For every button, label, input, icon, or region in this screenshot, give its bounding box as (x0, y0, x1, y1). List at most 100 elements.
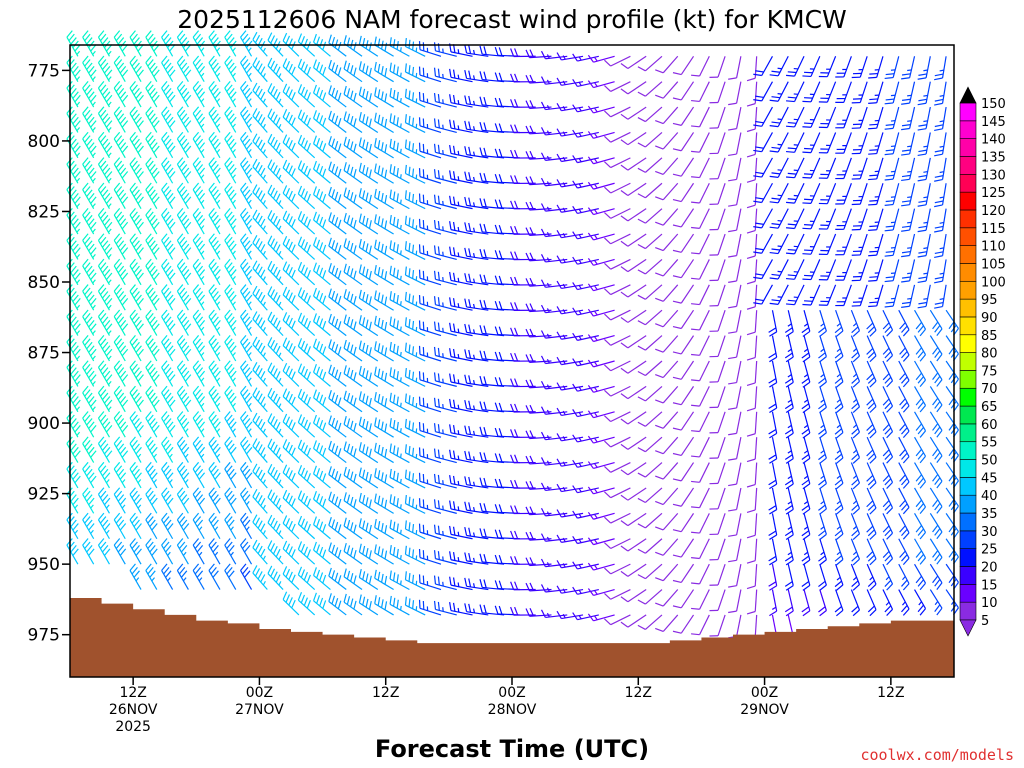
wind-barb (267, 514, 284, 540)
wind-barb (297, 515, 316, 540)
wind-barb (145, 360, 160, 387)
colorbar-swatch (959, 405, 977, 425)
wind-barb (358, 365, 379, 387)
wind-barb (374, 569, 394, 591)
wind-barb (192, 411, 206, 438)
x-tick-label: 26NOV (109, 702, 158, 718)
wind-barb (418, 599, 442, 616)
colorbar-legend: 5 10 15 20 25 30 35 40 45 50 55 60 65 70 75 80 85 90 95 100… (959, 86, 1006, 637)
wind-barb (343, 466, 363, 489)
wind-barb (433, 524, 457, 540)
wind-barb (145, 131, 160, 159)
wind-barb (418, 66, 442, 83)
wind-barb (176, 157, 192, 184)
x-axis-title: Forecast Time (UTC) (375, 735, 649, 763)
wind-barb (510, 454, 536, 464)
wind-barb (82, 309, 97, 336)
wind-barb (374, 163, 394, 184)
wind-barb (328, 466, 347, 489)
wind-barb (282, 32, 300, 57)
wind-barb (176, 81, 192, 108)
wind-barb (343, 212, 363, 235)
wind-barb (208, 538, 221, 565)
wind-barb (374, 442, 394, 464)
wind-barb (433, 93, 457, 108)
wind-barb (145, 258, 160, 286)
wind-barb (113, 436, 129, 463)
wind-barb (358, 492, 379, 514)
wind-barb (418, 41, 442, 57)
wind-barb (192, 55, 206, 82)
wind-barb (297, 109, 316, 133)
plot-area (66, 30, 959, 678)
wind-barb (145, 487, 158, 514)
wind-barb (282, 439, 300, 464)
wind-barb (313, 313, 331, 337)
wind-barb (82, 436, 97, 463)
colorbar-label: 105 (981, 257, 1006, 272)
colorbar-label: 50 (981, 454, 998, 469)
wind-barb (282, 591, 300, 616)
wind-barb (240, 208, 253, 235)
wind-barb (97, 284, 113, 311)
wind-barb (252, 209, 268, 235)
colorbar-swatch (959, 245, 977, 264)
wind-barb (418, 117, 442, 134)
wind-barb (449, 246, 473, 261)
wind-barb (449, 576, 473, 591)
wind-barb (418, 193, 442, 210)
wind-barb (343, 85, 363, 108)
wind-barb (328, 212, 347, 235)
wind-barb (82, 106, 97, 133)
wind-barb (433, 194, 457, 210)
wind-barb (129, 284, 144, 311)
wind-barb (145, 55, 160, 82)
wind-barb (161, 55, 176, 82)
wind-barb (418, 168, 442, 184)
colorbar-over-arrow (959, 86, 977, 104)
wind-barb (343, 263, 363, 286)
wind-barb (343, 314, 363, 337)
wind-barb (374, 544, 394, 565)
wind-barb (313, 465, 331, 489)
wind-barb (404, 190, 426, 210)
wind-barb (267, 337, 284, 362)
colorbar-label: 125 (981, 186, 1006, 201)
wind-barb (240, 512, 253, 540)
wind-barb (208, 81, 221, 108)
colorbar-swatch (959, 459, 977, 478)
wind-barb (145, 157, 160, 184)
wind-barb (510, 352, 536, 362)
wind-barb (510, 581, 536, 591)
wind-barb (449, 119, 473, 134)
x-tick-label: 12Z (119, 685, 146, 701)
wind-barb (176, 106, 192, 133)
wind-barb (252, 565, 268, 590)
wind-barb (374, 239, 394, 260)
wind-barb (82, 81, 97, 108)
wind-barb (192, 309, 206, 336)
wind-barb (192, 131, 206, 159)
wind-barb (510, 429, 536, 438)
wind-barb (404, 164, 426, 184)
wind-barb (343, 111, 363, 133)
wind-barb (267, 464, 284, 489)
wind-barb (224, 258, 237, 286)
wind-barb (129, 55, 144, 82)
wind-barb (97, 512, 111, 540)
wind-barb (129, 157, 144, 184)
wind-barb (176, 182, 192, 209)
wind-barb (358, 543, 379, 565)
colorbar-swatch (959, 441, 977, 460)
wind-barb (449, 449, 473, 464)
wind-barb (176, 233, 192, 260)
wind-barb (297, 312, 316, 337)
wind-barb (449, 170, 473, 184)
wind-barb (113, 208, 129, 235)
wind-barb (252, 235, 268, 260)
wind-barb (449, 424, 473, 438)
wind-barb (510, 175, 536, 185)
wind-barb (208, 233, 221, 260)
wind-barb (82, 461, 97, 489)
